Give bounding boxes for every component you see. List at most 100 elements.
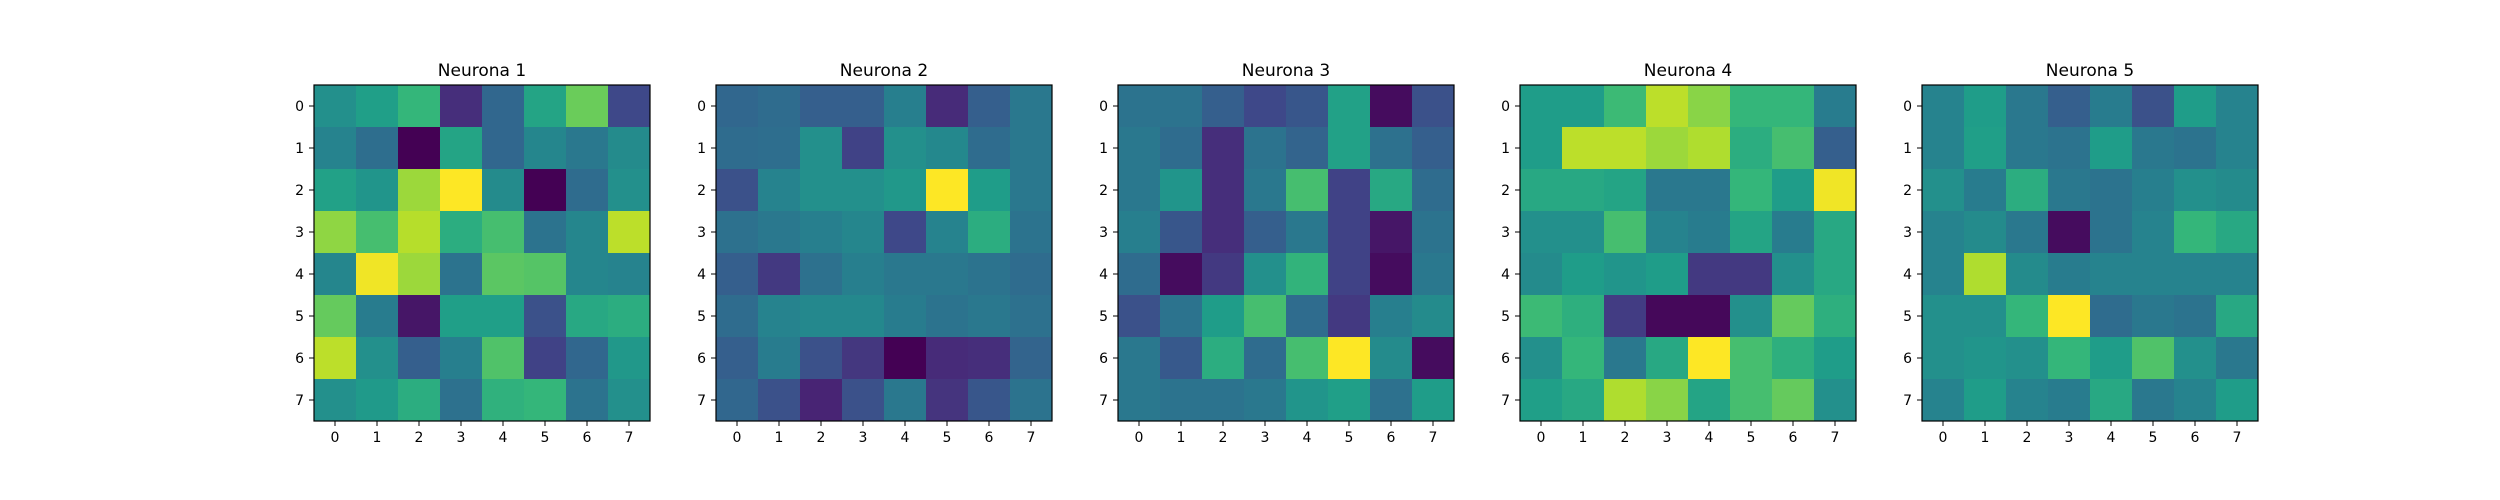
y-tick-label: 5 bbox=[697, 309, 706, 325]
axis-frame bbox=[1519, 84, 1857, 422]
heatmap-cell bbox=[1730, 169, 1773, 212]
y-tick-label: 0 bbox=[697, 99, 706, 115]
heatmap-cell bbox=[1520, 85, 1563, 128]
heatmap-cell bbox=[1244, 337, 1287, 380]
axis-frame bbox=[313, 84, 651, 422]
heatmap-cell bbox=[1922, 211, 1965, 254]
heatmap-cell bbox=[1118, 379, 1161, 422]
heatmap-cell bbox=[1562, 337, 1605, 380]
heatmap-cell bbox=[1160, 295, 1203, 338]
heatmap-cell bbox=[1604, 379, 1647, 422]
heatmap-cell bbox=[884, 127, 927, 170]
heatmap-cell bbox=[1604, 211, 1647, 254]
heatmap-cell bbox=[398, 295, 441, 338]
heatmap-cell bbox=[1772, 127, 1815, 170]
heatmap-cell bbox=[440, 379, 483, 422]
heatmap-cell bbox=[1964, 169, 2007, 212]
heatmap-cell bbox=[2048, 253, 2091, 296]
heatmap-cell bbox=[524, 211, 567, 254]
heatmap-cell bbox=[1370, 127, 1413, 170]
heatmap-cell bbox=[1688, 253, 1731, 296]
x-tick-label: 4 bbox=[1303, 430, 1312, 446]
heatmap-cell bbox=[2174, 211, 2217, 254]
heatmap-panel-5: Neurona 5 0 1 2 3 4 5 6 7 0 1 2 3 4 5 6 7 bbox=[1903, 61, 2259, 446]
heatmap-cell bbox=[1688, 127, 1731, 170]
heatmap-cell bbox=[1688, 295, 1731, 338]
heatmap-cell bbox=[884, 169, 927, 212]
y-tick-label: 1 bbox=[295, 141, 304, 157]
heatmap-cell bbox=[1160, 85, 1203, 128]
heatmap-cell bbox=[1010, 211, 1053, 254]
x-tick-label: 5 bbox=[541, 430, 550, 446]
heatmap-cell bbox=[1772, 295, 1815, 338]
heatmap-cell bbox=[314, 253, 357, 296]
heatmap-cell bbox=[1688, 211, 1731, 254]
heatmap-cell bbox=[440, 127, 483, 170]
y-tick-label: 2 bbox=[697, 183, 706, 199]
heatmap-cell bbox=[926, 337, 969, 380]
heatmap-cell bbox=[758, 169, 801, 212]
heatmap-cell bbox=[2048, 211, 2091, 254]
heatmap-cell bbox=[1328, 85, 1371, 128]
heatmap-cell bbox=[758, 85, 801, 128]
heatmap-cell bbox=[398, 211, 441, 254]
heatmap-cell bbox=[1328, 337, 1371, 380]
x-tick-label: 6 bbox=[1789, 430, 1798, 446]
heatmap-cell bbox=[1160, 211, 1203, 254]
heatmap-cell bbox=[1328, 127, 1371, 170]
heatmap-cell bbox=[1202, 127, 1245, 170]
heatmap-cell bbox=[1562, 211, 1605, 254]
heatmap-cell bbox=[968, 337, 1011, 380]
y-tick-label: 6 bbox=[295, 351, 304, 367]
heatmap-cell bbox=[800, 337, 843, 380]
heatmap-cell bbox=[842, 127, 885, 170]
y-tick-label: 3 bbox=[295, 225, 304, 241]
x-tick-label: 0 bbox=[331, 430, 340, 446]
heatmap-cell bbox=[566, 295, 609, 338]
x-tick-label: 7 bbox=[2233, 430, 2242, 446]
heatmap-cell bbox=[926, 85, 969, 128]
heatmap-cell bbox=[1922, 127, 1965, 170]
heatmap-cell bbox=[1964, 85, 2007, 128]
heatmap-cell bbox=[1688, 169, 1731, 212]
y-tick-label: 6 bbox=[697, 351, 706, 367]
heatmap-cell bbox=[566, 127, 609, 170]
heatmap-cell bbox=[2174, 169, 2217, 212]
heatmap-cell bbox=[608, 85, 651, 128]
heatmap-cell bbox=[1814, 127, 1857, 170]
heatmap-panel-3: Neurona 3 0 1 2 3 4 5 6 7 0 1 2 3 4 5 6 7 bbox=[1099, 61, 1455, 446]
x-tick-label: 1 bbox=[775, 430, 784, 446]
x-tick-label: 6 bbox=[2191, 430, 2200, 446]
heatmap-cell bbox=[2090, 379, 2133, 422]
heatmap-cell bbox=[608, 253, 651, 296]
heatmap-cell bbox=[1370, 253, 1413, 296]
x-tick-label: 7 bbox=[625, 430, 634, 446]
heatmap-cell bbox=[1520, 169, 1563, 212]
heatmap-cell bbox=[1286, 337, 1329, 380]
heatmap-cell bbox=[800, 85, 843, 128]
heatmap-cell bbox=[1412, 379, 1455, 422]
heatmap-cell bbox=[2132, 337, 2175, 380]
y-tick-label: 6 bbox=[1099, 351, 1108, 367]
heatmap-cell bbox=[2006, 253, 2049, 296]
heatmap-cell bbox=[2132, 211, 2175, 254]
x-tick-label: 3 bbox=[2065, 430, 2074, 446]
heatmap-cell bbox=[1010, 295, 1053, 338]
heatmap-cell bbox=[1118, 337, 1161, 380]
heatmap-cell bbox=[1688, 337, 1731, 380]
heatmap-cell bbox=[2048, 295, 2091, 338]
heatmap-cell bbox=[1646, 85, 1689, 128]
heatmap-cell bbox=[2048, 169, 2091, 212]
heatmap-cell bbox=[1244, 85, 1287, 128]
heatmap-cell bbox=[524, 253, 567, 296]
heatmap-cell bbox=[482, 127, 525, 170]
heatmap-cell bbox=[1010, 169, 1053, 212]
heatmap-cell bbox=[1244, 169, 1287, 212]
heatmap-cell bbox=[1922, 337, 1965, 380]
heatmap-cell bbox=[356, 337, 399, 380]
heatmap-cell bbox=[398, 85, 441, 128]
heatmap-cell bbox=[1646, 211, 1689, 254]
x-tick-label: 2 bbox=[415, 430, 424, 446]
heatmap-panel-4: Neurona 4 0 1 2 3 4 5 6 7 0 1 2 3 4 5 6 7 bbox=[1501, 61, 1857, 446]
heatmap-cell bbox=[2006, 211, 2049, 254]
